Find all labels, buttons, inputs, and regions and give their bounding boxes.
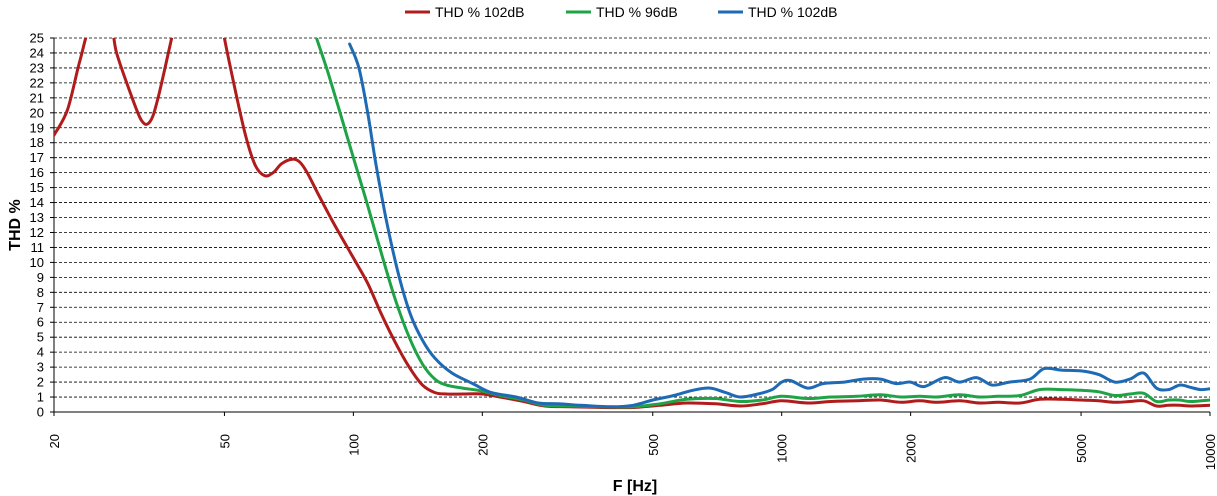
y-tick-label: 11 xyxy=(31,240,45,255)
y-tick-label: 17 xyxy=(30,150,44,165)
y-tick-label: 4 xyxy=(37,345,44,360)
y-tick-label: 10 xyxy=(30,255,44,270)
y-tick-label: 9 xyxy=(37,270,44,285)
y-tick-label: 1 xyxy=(37,390,44,405)
y-tick-label: 2 xyxy=(37,375,44,390)
y-tick-label: 12 xyxy=(30,225,44,240)
y-tick-label: 21 xyxy=(30,90,44,105)
y-tick-label: 5 xyxy=(37,330,44,345)
x-tick-label: 20 xyxy=(47,434,62,448)
y-tick-label: 6 xyxy=(37,315,44,330)
y-tick-label: 18 xyxy=(30,135,44,150)
y-tick-label: 14 xyxy=(30,195,44,210)
y-tick-label: 13 xyxy=(30,210,44,225)
y-tick-label: 23 xyxy=(30,60,44,75)
x-tick-label: 5000 xyxy=(1074,434,1089,463)
x-tick-label: 1000 xyxy=(775,434,790,463)
x-tick-label: 10000 xyxy=(1203,434,1217,470)
series-line-1 xyxy=(54,38,1210,410)
y-tick-label: 25 xyxy=(30,31,44,46)
chart-legend: THD % 102dB THD % 96dB THD % 102dB xyxy=(405,4,837,20)
x-tick-label: 50 xyxy=(217,434,232,448)
legend-label-2: THD % 96dB xyxy=(596,4,678,20)
y-tick-label: 3 xyxy=(37,360,44,375)
y-tick-label: 24 xyxy=(30,45,44,60)
y-tick-label: 19 xyxy=(30,120,44,135)
legend-label-3: THD % 102dB xyxy=(748,4,837,20)
gridlines xyxy=(54,37,1210,398)
x-tick-label: 200 xyxy=(475,434,490,456)
y-axis-ticks: 0123456789101112131415161718192021222324… xyxy=(30,31,54,420)
y-tick-label: 8 xyxy=(37,285,44,300)
legend-label-1: THD % 102dB xyxy=(435,4,524,20)
y-tick-label: 20 xyxy=(30,105,44,120)
y-tick-label: 15 xyxy=(30,180,44,195)
axes xyxy=(53,38,1210,413)
x-tick-label: 2000 xyxy=(904,434,919,463)
y-axis-title: THD % xyxy=(7,199,24,251)
x-tick-label: 500 xyxy=(646,434,661,456)
y-tick-label: 0 xyxy=(37,405,44,420)
series-lines xyxy=(54,38,1210,410)
y-tick-label: 22 xyxy=(30,75,44,90)
y-tick-label: 7 xyxy=(37,300,44,315)
y-tick-label: 16 xyxy=(30,165,44,180)
series-line-3 xyxy=(348,42,1210,409)
x-axis-title: F [Hz] xyxy=(613,478,657,495)
x-tick-label: 100 xyxy=(346,434,361,456)
x-axis-ticks: 20 50 100 200 500 1000 2000 5000 10000 xyxy=(47,412,1217,470)
series-line-2 xyxy=(315,38,1210,409)
